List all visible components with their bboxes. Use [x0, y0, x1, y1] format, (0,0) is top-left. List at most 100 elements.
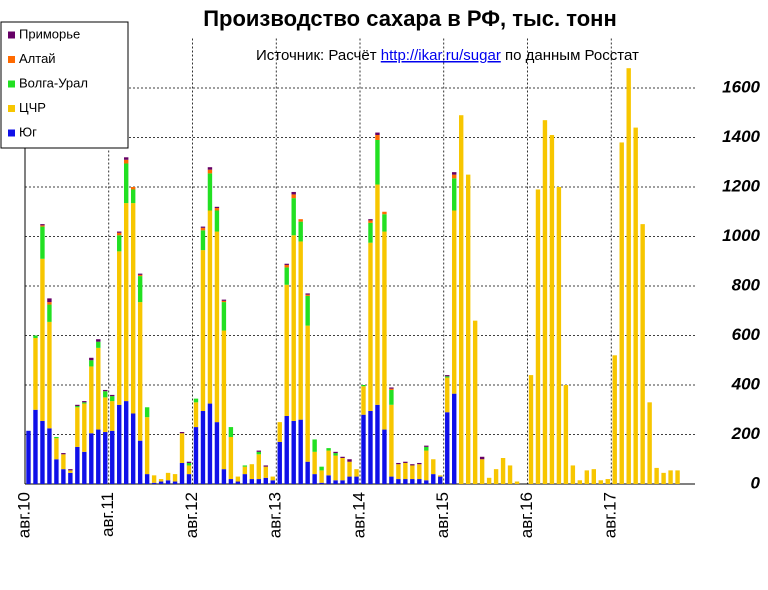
bar-segment	[619, 142, 624, 484]
bar-segment	[452, 393, 457, 484]
bar-segment	[347, 476, 352, 484]
bar-segment	[333, 451, 338, 454]
bar-segment	[417, 479, 422, 484]
bar-segment	[305, 293, 310, 295]
bar-segment	[354, 469, 359, 477]
bar-segment	[298, 419, 303, 484]
bar-segment	[431, 474, 436, 484]
bar-segment	[445, 377, 450, 413]
bar-segment	[291, 420, 296, 484]
bar-segment	[137, 440, 143, 484]
bar-segment	[221, 330, 227, 470]
bar-segment	[284, 415, 289, 484]
legend-swatch	[8, 31, 15, 39]
bar-segment	[207, 167, 213, 170]
bar-segment	[291, 235, 296, 421]
bar-segment	[207, 210, 213, 404]
bar-segment	[382, 214, 387, 232]
bar-segment	[214, 206, 220, 209]
bar-segment	[270, 476, 275, 481]
bar-segment	[137, 276, 143, 303]
bar-segment	[403, 462, 408, 480]
bar-segment	[123, 163, 129, 204]
bar-segment	[389, 388, 394, 390]
bar-segment	[54, 436, 59, 439]
bar-segment	[640, 224, 645, 484]
bar-segment	[493, 469, 499, 484]
bar-segment	[47, 321, 52, 429]
legend-swatch	[8, 129, 15, 137]
bar-segment	[375, 404, 380, 484]
bar-segment	[452, 210, 457, 394]
bar-segment	[214, 231, 220, 423]
bar-segment	[68, 469, 73, 471]
source-prefix: Источник: Расчёт	[256, 47, 377, 64]
x-tick-label: авг.10	[14, 492, 33, 538]
bar-segment	[396, 479, 401, 484]
bar-segment	[403, 479, 408, 484]
bar-segment	[570, 465, 576, 484]
bar-segment	[207, 403, 213, 484]
bar-segment	[89, 433, 94, 484]
x-tick-label: авг.14	[349, 492, 368, 538]
bar-segment	[110, 394, 115, 397]
bar-segment	[382, 231, 387, 430]
bar-segment	[452, 174, 457, 179]
bar-segment	[284, 284, 289, 416]
source-link[interactable]: http://ikar.ru/sugar	[381, 47, 501, 64]
bar-segment	[354, 476, 359, 484]
bar-segment	[263, 465, 268, 467]
chart-title: Производство сахара в РФ, тыс. тонн	[203, 6, 617, 31]
bar-segment	[375, 135, 380, 140]
bar-segment	[165, 472, 171, 481]
y-tick-label: 1200	[722, 176, 760, 195]
legend-swatch	[8, 105, 15, 112]
bar-segment	[130, 189, 136, 204]
bar-segment	[410, 479, 415, 484]
bar-segment	[486, 477, 492, 484]
legend-swatch	[8, 80, 15, 88]
bar-segment	[256, 450, 262, 452]
bar-segment	[396, 464, 401, 480]
bar-segment	[438, 476, 443, 484]
legend-label: Приморье	[19, 26, 80, 41]
x-tick-label: авг.15	[433, 492, 452, 538]
x-tick-label: авг.12	[182, 492, 201, 538]
x-tick-label: авг.16	[517, 492, 536, 538]
bar-segment	[319, 482, 324, 484]
bar-segment	[249, 464, 255, 480]
bar-segment	[661, 472, 666, 484]
bar-segment	[123, 203, 129, 402]
bar-segment	[33, 337, 38, 410]
bar-segment	[361, 414, 366, 484]
bar-segment	[61, 454, 66, 470]
bar-segment	[417, 464, 422, 480]
bar-segment	[200, 410, 206, 484]
bar-segment	[612, 355, 617, 484]
bar-segment	[123, 157, 129, 160]
bar-segment	[54, 438, 59, 460]
bar-segment	[347, 459, 352, 462]
bar-segment	[284, 267, 289, 285]
bar-segment	[375, 184, 380, 405]
bar-segment	[668, 470, 673, 484]
y-tick-label: 200	[731, 424, 761, 443]
y-tick-label: 1000	[722, 226, 760, 245]
bar-segment	[242, 474, 248, 484]
bar-segment	[89, 366, 94, 434]
bar-segment	[479, 459, 485, 484]
bar-segment	[452, 172, 457, 175]
bar-segment	[598, 480, 603, 484]
bar-segment	[179, 462, 185, 484]
bar-segment	[577, 480, 583, 484]
bar-segment	[228, 479, 234, 484]
bar-segment	[242, 466, 248, 475]
bar-segment	[186, 474, 192, 484]
source-suffix: по данным Росстат	[505, 47, 639, 64]
bar-segment	[110, 396, 115, 402]
bar-segment	[563, 385, 569, 484]
bar-segment	[291, 198, 296, 236]
bar-segment	[26, 430, 31, 484]
legend-swatch	[8, 56, 15, 63]
bar-segment	[40, 224, 45, 226]
